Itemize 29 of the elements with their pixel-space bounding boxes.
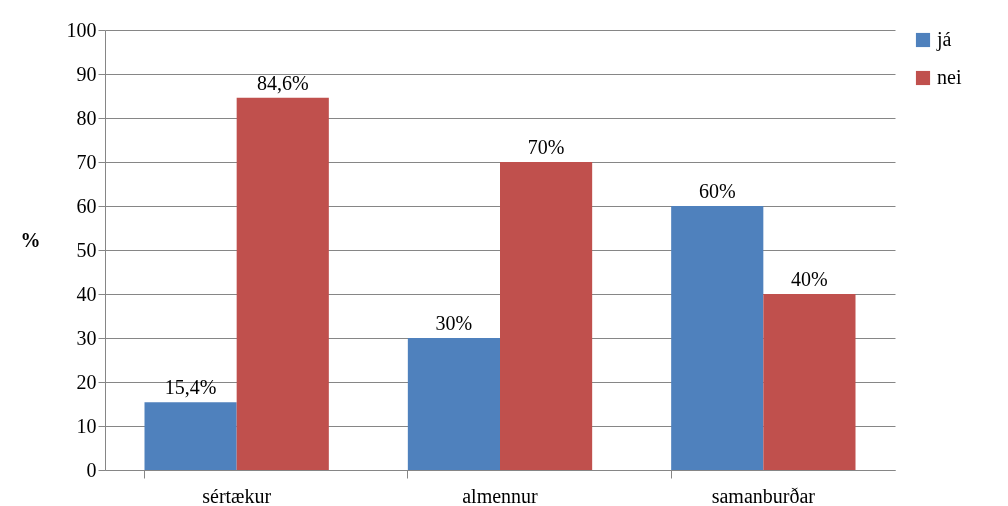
y-axis-title: % [20,228,41,251]
bar [144,402,237,470]
bar [236,97,329,470]
bar [407,338,500,470]
legend-label: nei [937,66,962,88]
y-tick-label: 100 [66,18,97,41]
y-tick-label: 0 [86,458,97,481]
x-tick-label: sértækur [202,484,272,506]
y-tick-label: 10 [76,414,97,437]
data-label: 40% [791,268,828,290]
y-tick-label: 20 [76,370,97,393]
x-tick-label: samanburðar [711,484,816,506]
y-tick-label: 30 [76,326,97,349]
x-tick-label: almennur [462,484,539,506]
bar [763,294,856,470]
y-tick-label: 40 [76,282,97,305]
legend-label: já [936,28,952,51]
y-tick-label: 70 [76,150,97,173]
data-label: 60% [698,180,736,202]
y-tick-label: 60 [76,194,97,217]
bar [671,206,764,470]
data-label: 15,4% [164,376,217,399]
y-tick-label: 90 [76,62,97,85]
y-tick-label: 50 [76,238,97,261]
data-label: 84,6% [256,71,309,94]
bar [500,162,593,470]
data-label: 70% [527,136,565,158]
data-label: 30% [435,312,473,334]
y-tick-label: 80 [76,106,97,129]
